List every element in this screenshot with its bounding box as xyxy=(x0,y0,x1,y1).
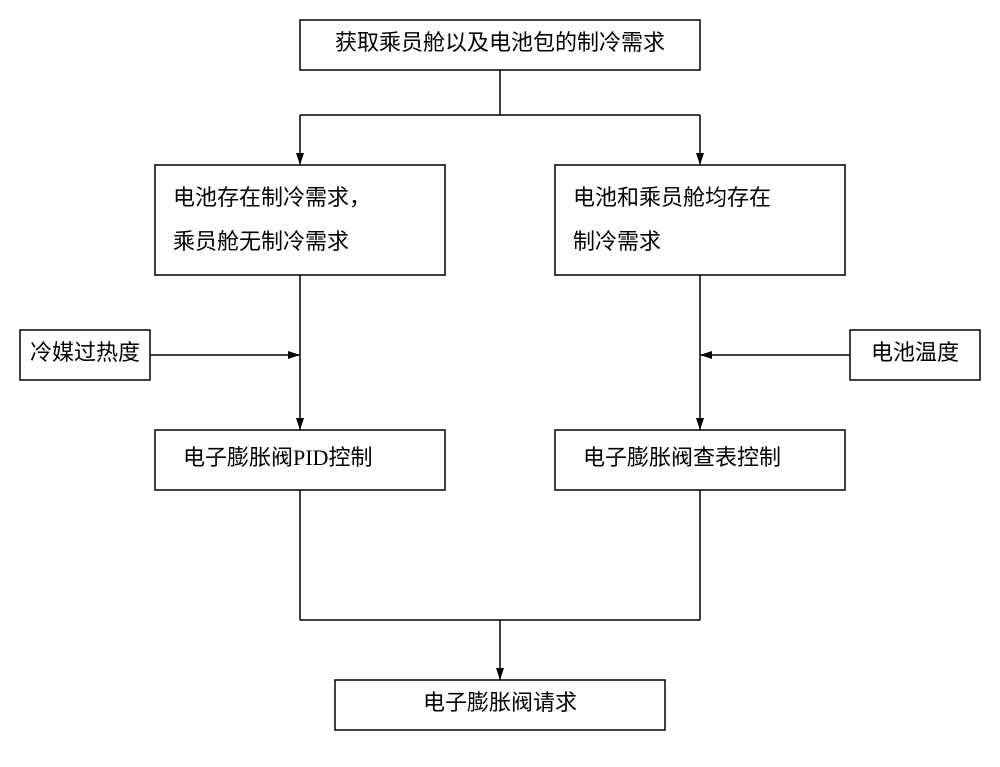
node-rightIn: 电池温度 xyxy=(850,330,980,380)
node-leftIn: 冷媒过热度 xyxy=(20,330,150,380)
node-leftIn-text-0: 冷媒过热度 xyxy=(30,340,140,365)
node-bottom-text-0: 电子膨胀阀请求 xyxy=(423,690,577,715)
node-top: 获取乘员舱以及电池包的制冷需求 xyxy=(300,20,700,70)
node-rightIn-text-0: 电池温度 xyxy=(871,340,959,365)
node-leftCtrl: 电子膨胀阀PID控制 xyxy=(155,430,445,490)
node-rightCtrl: 电子膨胀阀查表控制 xyxy=(555,430,845,490)
node-leftCtrl-text-0: 电子膨胀阀PID控制 xyxy=(183,445,372,470)
node-bottom: 电子膨胀阀请求 xyxy=(335,680,665,730)
node-top-text-0: 获取乘员舱以及电池包的制冷需求 xyxy=(335,30,665,55)
node-leftCond-text-0: 电池存在制冷需求， xyxy=(173,185,371,210)
node-rightCond-text-1: 制冷需求 xyxy=(573,229,661,254)
node-rightCond-text-0: 电池和乘员舱均存在 xyxy=(573,185,771,210)
node-rightCond: 电池和乘员舱均存在制冷需求 xyxy=(555,165,845,275)
node-rightCtrl-text-0: 电子膨胀阀查表控制 xyxy=(583,445,781,470)
node-leftCond: 电池存在制冷需求， 乘员舱无制冷需求 xyxy=(155,165,445,275)
node-leftCond-text-1: 乘员舱无制冷需求 xyxy=(173,229,349,254)
